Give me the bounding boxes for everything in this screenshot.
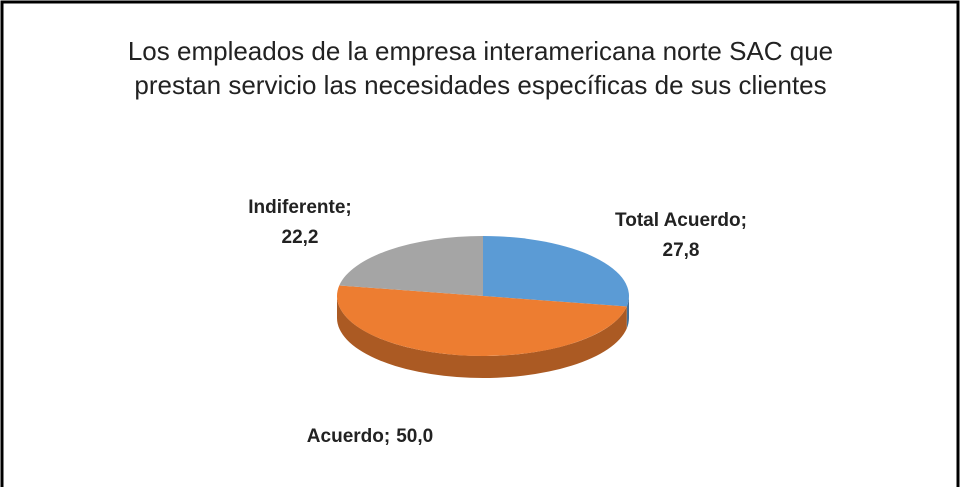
label-category: Total Acuerdo: [615, 210, 741, 231]
chart-title: Los empleados de la empresa interamerica…: [127, 36, 834, 100]
label-value: 22,2: [282, 227, 319, 248]
label-separator: ;: [741, 210, 747, 231]
label-separator: ;: [384, 426, 390, 447]
slice-side: [337, 296, 627, 379]
label-value: 27,8: [663, 240, 700, 261]
slice: [483, 236, 629, 307]
data-label: Acuerdo; 50,0: [307, 426, 433, 447]
data-label: Indiferente; 22,2: [248, 197, 351, 248]
slice: [339, 236, 483, 296]
label-category: Indiferente: [248, 197, 345, 218]
data-label: Total Acuerdo; 27,8: [615, 210, 747, 261]
label-separator: ;: [345, 197, 351, 218]
label-category: Acuerdo: [307, 426, 384, 447]
label-value: 50,0: [396, 426, 433, 447]
slice-side: [626, 296, 629, 329]
slice: [337, 285, 627, 356]
